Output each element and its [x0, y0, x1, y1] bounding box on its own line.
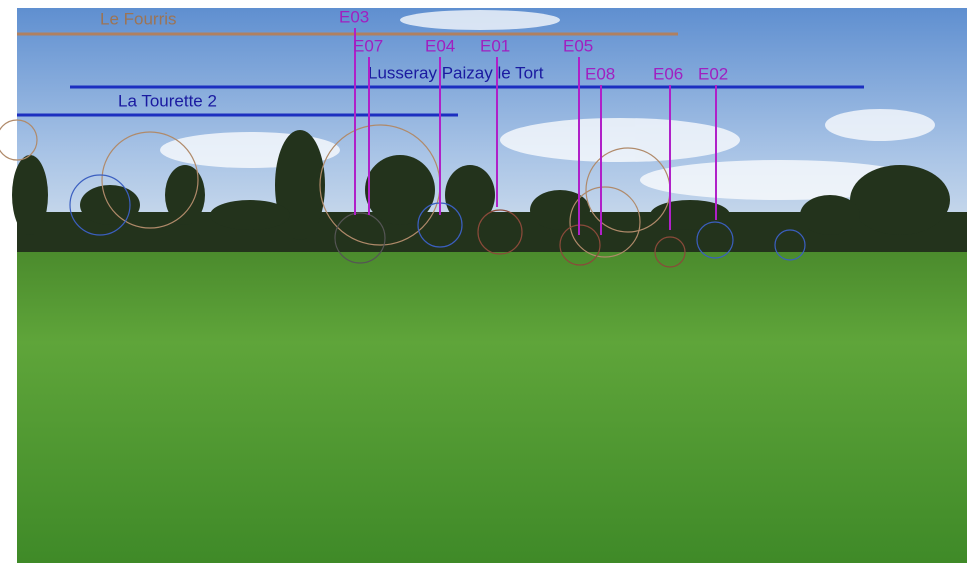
turbine-circle	[69, 174, 131, 236]
tree	[850, 165, 950, 235]
turbine-label: E08	[585, 64, 615, 83]
tree	[210, 200, 290, 230]
turbine-circle	[654, 236, 686, 268]
turbine-label: E02	[698, 64, 728, 83]
turbine-circle	[569, 186, 641, 258]
field	[17, 248, 967, 563]
turbine-circle	[696, 221, 734, 259]
turbine-label: E05	[563, 36, 593, 55]
tree	[12, 155, 48, 235]
turbine-circle	[334, 212, 386, 264]
turbine-circle	[477, 209, 523, 255]
tree	[530, 190, 590, 230]
tree	[800, 195, 860, 235]
farm-label: La Tourette 2	[118, 91, 217, 110]
tree	[165, 165, 205, 225]
farm-label: Lusseray Paizay le Tort	[368, 63, 544, 82]
turbine-circles	[0, 119, 806, 268]
turbine-label: E06	[653, 64, 683, 83]
turbine-label: E01	[480, 36, 510, 55]
turbine-circle	[774, 229, 806, 261]
turbine-label: E04	[425, 36, 455, 55]
turbine-label: E07	[353, 36, 383, 55]
tree	[445, 165, 495, 225]
turbine-circle	[101, 131, 199, 229]
tree	[80, 185, 140, 225]
farm-label: Le Fourris	[100, 9, 177, 28]
treeline	[12, 130, 967, 252]
annotations: Le Fourris Lusseray Paizay le Tort La Tour…	[17, 7, 864, 235]
turbine-label: E03	[339, 7, 369, 26]
turbine-circle	[0, 119, 38, 161]
tree	[365, 155, 435, 225]
